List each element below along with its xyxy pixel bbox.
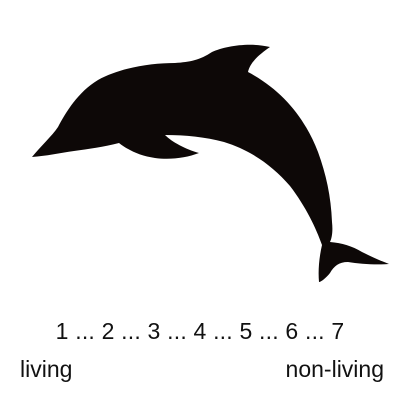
scale-point-1: 1 bbox=[55, 318, 69, 344]
scale-point-7: 7 bbox=[331, 318, 345, 344]
dolphin-body bbox=[32, 44, 389, 283]
scale-point-6: 6 bbox=[285, 318, 299, 344]
scale-point-3: 3 bbox=[147, 318, 161, 344]
dolphin-silhouette-icon bbox=[32, 44, 389, 283]
scale-left-label: living bbox=[20, 356, 73, 382]
scale-point-2: 2 bbox=[101, 318, 115, 344]
scale-point-5: 5 bbox=[239, 318, 253, 344]
scale-separator: ... bbox=[298, 318, 332, 344]
scale-separator: ... bbox=[68, 318, 102, 344]
scale-right-label: non-living bbox=[285, 356, 384, 382]
scale-separator: ... bbox=[252, 318, 286, 344]
scale-separator: ... bbox=[206, 318, 240, 344]
scale-separator: ... bbox=[160, 318, 194, 344]
dolphin-figure bbox=[32, 44, 389, 283]
scale-separator: ... bbox=[114, 318, 148, 344]
rating-scale: 1 ... 2 ... 3 ... 4 ... 5 ... 6 ... 7 bbox=[0, 318, 400, 345]
scale-point-4: 4 bbox=[193, 318, 207, 344]
